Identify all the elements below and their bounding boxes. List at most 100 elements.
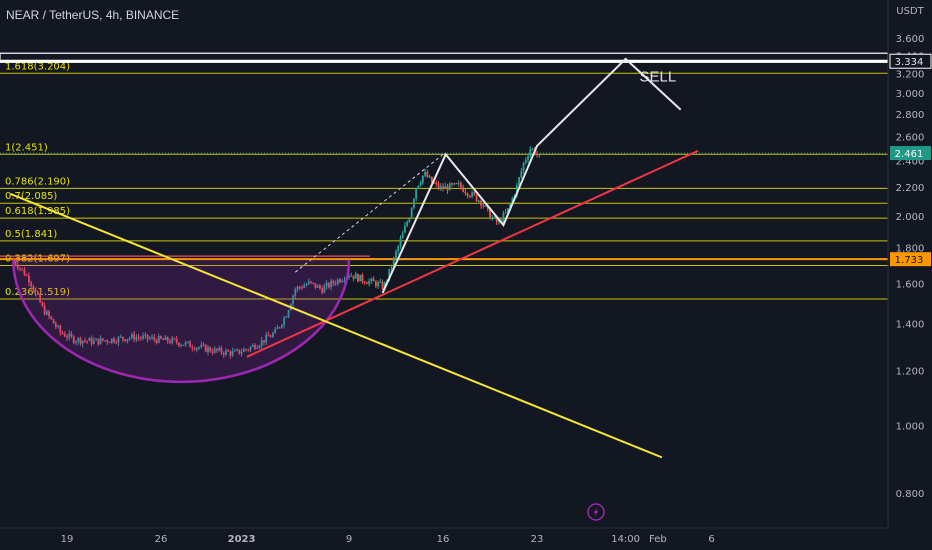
candle-body-207 bbox=[475, 194, 478, 202]
zigzag-projection bbox=[381, 57, 682, 294]
candle-body-204 bbox=[468, 195, 471, 197]
x-tick-label-7: Feb bbox=[649, 534, 667, 545]
candle-body-108 bbox=[254, 344, 256, 349]
candle-body-97 bbox=[229, 351, 232, 356]
candle-body-93 bbox=[220, 347, 223, 353]
candle-body-126 bbox=[294, 289, 297, 296]
marked-level-badge-box bbox=[890, 252, 931, 267]
candle-body-210 bbox=[482, 205, 485, 207]
candle-body-119 bbox=[278, 327, 281, 329]
candle-body-9 bbox=[32, 286, 35, 291]
candle-body-66 bbox=[160, 336, 162, 339]
resistance-badge-label: 3.334 bbox=[895, 57, 924, 68]
candle-body-21 bbox=[59, 325, 62, 333]
candle-body-131 bbox=[305, 284, 308, 286]
candle-body-174 bbox=[401, 232, 404, 239]
candle-body-46 bbox=[115, 342, 118, 344]
candle-body-178 bbox=[410, 207, 413, 219]
candle-body-25 bbox=[68, 333, 71, 338]
candle-body-104 bbox=[245, 349, 247, 351]
candle-body-193 bbox=[444, 186, 447, 189]
fib-level-label-4: 0.618(1.985) bbox=[5, 206, 70, 217]
candle-body-211 bbox=[484, 205, 487, 207]
candle-body-72 bbox=[173, 338, 176, 340]
x-tick-label-2: 2023 bbox=[228, 534, 256, 545]
candle-body-127 bbox=[296, 286, 299, 290]
fib-level-label-3: 0.7(2.085) bbox=[5, 191, 57, 202]
y-tick-label-10: 1.600 bbox=[896, 279, 925, 290]
candle-body-114 bbox=[267, 334, 270, 337]
candle-body-229 bbox=[524, 159, 527, 163]
fib-level-label-5: 0.5(1.841) bbox=[5, 229, 57, 240]
candle-body-201 bbox=[462, 187, 465, 192]
candle-body-179 bbox=[413, 198, 415, 208]
candlestick-series bbox=[12, 146, 541, 359]
candle-body-215 bbox=[493, 216, 496, 218]
candle-body-107 bbox=[251, 344, 254, 347]
candle-body-65 bbox=[157, 336, 160, 343]
candle-body-185 bbox=[426, 171, 429, 178]
candle-body-100 bbox=[236, 349, 238, 351]
candle-body-17 bbox=[50, 316, 53, 320]
y-tick-label-4: 2.800 bbox=[896, 110, 925, 121]
candle-body-143 bbox=[332, 280, 335, 284]
fib-level-label-1: 1(2.451) bbox=[5, 142, 48, 153]
candle-body-163 bbox=[377, 282, 379, 287]
candle-body-5 bbox=[23, 269, 26, 276]
candle-body-226 bbox=[518, 177, 520, 186]
current-price-badge-box bbox=[890, 146, 931, 161]
candle-body-129 bbox=[301, 287, 303, 289]
candle-body-161 bbox=[372, 278, 375, 282]
y-tick-label-14: 0.800 bbox=[896, 489, 925, 500]
candle-body-61 bbox=[148, 338, 151, 340]
y-tick-label-6: 2.400 bbox=[896, 157, 925, 168]
x-tick-label-0: 19 bbox=[61, 534, 74, 545]
candle-body-35 bbox=[90, 338, 93, 344]
candle-body-159 bbox=[368, 280, 371, 284]
candle-body-13 bbox=[41, 302, 44, 306]
cup-fill bbox=[13, 259, 350, 382]
candle-body-230 bbox=[527, 156, 529, 160]
candle-body-228 bbox=[522, 162, 525, 171]
candle-body-122 bbox=[285, 317, 288, 319]
candle-body-125 bbox=[292, 295, 294, 305]
candle-body-145 bbox=[336, 279, 339, 284]
candle-body-160 bbox=[370, 278, 373, 281]
candle-body-89 bbox=[211, 351, 214, 353]
candle-body-58 bbox=[142, 335, 144, 339]
candle-body-76 bbox=[182, 344, 185, 346]
candle-body-37 bbox=[95, 338, 97, 341]
candle-body-195 bbox=[448, 183, 451, 191]
candle-body-150 bbox=[348, 275, 350, 278]
candle-body-19 bbox=[54, 323, 57, 327]
lightning-icon-bolt bbox=[593, 507, 599, 517]
candle-body-214 bbox=[491, 217, 494, 220]
candle-body-140 bbox=[325, 282, 328, 287]
candle-body-137 bbox=[319, 285, 321, 289]
candle-body-191 bbox=[439, 186, 442, 189]
candle-body-95 bbox=[225, 350, 227, 355]
candle-body-136 bbox=[316, 285, 319, 288]
candle-body-15 bbox=[45, 311, 48, 315]
candle-body-50 bbox=[124, 339, 127, 342]
candle-body-235 bbox=[538, 154, 541, 156]
candle-body-205 bbox=[471, 192, 473, 197]
cup-arc bbox=[11, 259, 351, 384]
x-tick-label-6: 14:00 bbox=[611, 534, 640, 545]
candle-body-169 bbox=[390, 267, 393, 269]
candle-body-106 bbox=[249, 346, 252, 350]
candle-body-202 bbox=[464, 191, 467, 194]
candle-body-133 bbox=[310, 281, 312, 283]
candle-body-217 bbox=[498, 220, 500, 223]
candle-body-3 bbox=[19, 268, 21, 270]
fib-level-label-0: 1.618(3.204) bbox=[5, 61, 70, 72]
candle-body-39 bbox=[99, 338, 102, 345]
candle-body-78 bbox=[186, 341, 189, 343]
candle-body-190 bbox=[437, 183, 440, 189]
y-tick-label-0: 3.600 bbox=[896, 34, 925, 45]
candle-body-59 bbox=[144, 334, 147, 336]
candle-body-105 bbox=[247, 349, 250, 351]
candle-body-98 bbox=[231, 351, 234, 356]
candle-body-216 bbox=[495, 216, 498, 223]
